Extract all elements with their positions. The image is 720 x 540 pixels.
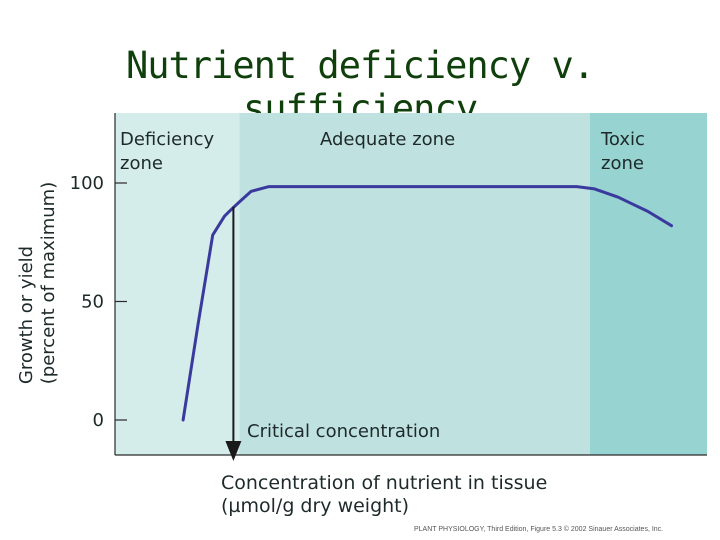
zone-label-toxic-2: zone <box>601 153 644 174</box>
y-axis-label-line2: (percent of maximum) <box>38 182 59 384</box>
zone-label-toxic-1: Toxic <box>600 129 645 150</box>
figure-credit: PLANT PHYSIOLOGY, Third Edition, Figure … <box>414 526 714 533</box>
y-tick-label-50: 50 <box>81 292 104 313</box>
y-tick-label-0: 0 <box>93 410 104 431</box>
zone-band-1 <box>239 113 589 455</box>
zone-label-adequate: Adequate zone <box>320 129 455 150</box>
zone-label-deficiency-2: zone <box>120 153 163 174</box>
y-tick-label-100: 100 <box>70 173 104 194</box>
x-axis-label-line2: (µmol/g dry weight) <box>221 495 409 517</box>
y-axis-label-line1: Growth or yield <box>16 246 37 384</box>
critical-concentration-label: Critical concentration <box>247 421 440 442</box>
zone-label-deficiency-1: Deficiency <box>120 129 215 150</box>
x-axis-label-line1: Concentration of nutrient in tissue <box>221 472 547 494</box>
